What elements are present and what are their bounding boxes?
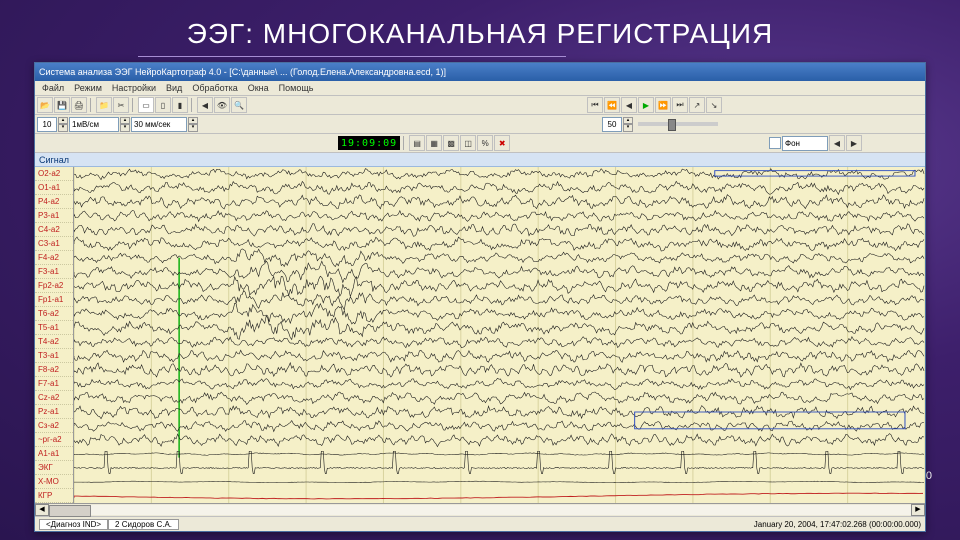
- amplitude-unit[interactable]: 1мВ/см: [69, 117, 119, 132]
- nav-down-icon[interactable]: ↘: [706, 97, 722, 113]
- slide-title: ЭЭГ: МНОГОКАНАЛЬНАЯ РЕГИСТРАЦИЯ: [0, 18, 960, 50]
- channel-label[interactable]: T5-a1: [35, 321, 73, 335]
- scroll-track[interactable]: [49, 505, 911, 515]
- channel-label[interactable]: O2-a2: [35, 167, 73, 181]
- scroll-left-icon[interactable]: ◀: [35, 504, 49, 516]
- channel-label[interactable]: F7-a1: [35, 377, 73, 391]
- nav-first-icon[interactable]: ⏮: [587, 97, 603, 113]
- channel-label[interactable]: Х-МО: [35, 475, 73, 489]
- menu-settings[interactable]: Настройки: [107, 83, 161, 93]
- nav-last-icon[interactable]: ⏭: [672, 97, 688, 113]
- filter-checkbox[interactable]: [769, 137, 781, 149]
- status-timestamp: January 20, 2004, 17:47:02.268 (00:00:00…: [754, 520, 921, 529]
- menu-bar: Файл Режим Настройки Вид Обработка Окна …: [35, 81, 925, 96]
- filter-label[interactable]: Фон: [782, 136, 828, 151]
- toolbar-main: 📂 💾 🖨 📁 ✂ ▭ ▯ ▮ ◀ 👁 🔍 ⏮ ⏪ ◀ ▶ ⏩ ⏭ ↗ ↘: [35, 96, 925, 115]
- channel-label[interactable]: Fp1-a1: [35, 293, 73, 307]
- amplitude-spinner[interactable]: ▴▾: [58, 117, 68, 132]
- nav-forward-icon[interactable]: ⏩: [655, 97, 671, 113]
- channel-label[interactable]: C4-a2: [35, 223, 73, 237]
- window-titlebar[interactable]: Система анализа ЭЭГ НейроКартограф 4.0 -…: [35, 63, 925, 81]
- amplitude-unit-spinner[interactable]: ▴▾: [120, 117, 130, 132]
- scroll-right-icon[interactable]: ▶: [911, 504, 925, 516]
- nav-up-icon[interactable]: ↗: [689, 97, 705, 113]
- waveform-area[interactable]: [74, 167, 925, 503]
- view-btn-5-icon[interactable]: %: [477, 135, 493, 151]
- menu-file[interactable]: Файл: [37, 83, 69, 93]
- channel-label[interactable]: T6-a2: [35, 307, 73, 321]
- menu-view[interactable]: Вид: [161, 83, 187, 93]
- filter-next-icon[interactable]: ▶: [846, 135, 862, 151]
- view-btn-2-icon[interactable]: ▦: [426, 135, 442, 151]
- channel-label[interactable]: F4-a2: [35, 251, 73, 265]
- status-tab-patient[interactable]: 2 Сидоров С.А.: [108, 519, 179, 530]
- toolbar-separator: [132, 98, 135, 112]
- open-icon[interactable]: 📂: [37, 97, 53, 113]
- channel-label-column: O2-a2O1-a1P4-a2P3-a1C4-a2C3-a1F4-a2F3-a1…: [35, 167, 74, 503]
- channel-label[interactable]: P3-a1: [35, 209, 73, 223]
- horizontal-scrollbar[interactable]: ◀ ▶: [35, 503, 925, 516]
- time-display: 19:09:09: [338, 136, 400, 150]
- filter-prev-icon[interactable]: ◀: [829, 135, 845, 151]
- eye-icon[interactable]: 👁: [214, 97, 230, 113]
- view-btn-1-icon[interactable]: ▤: [409, 135, 425, 151]
- channel-label[interactable]: F8-a2: [35, 363, 73, 377]
- title-underline: [138, 56, 566, 57]
- print-icon[interactable]: 🖨: [71, 97, 87, 113]
- slider-value[interactable]: 50: [602, 117, 622, 132]
- toolbar-separator: [90, 98, 93, 112]
- channel-label[interactable]: T4-a2: [35, 335, 73, 349]
- channel-label[interactable]: O1-a1: [35, 181, 73, 195]
- toolbar-scale: 10 ▴▾ 1мВ/см ▴▾ 30 мм/сек ▴▾ 50 ▴▾: [35, 115, 925, 134]
- nav-next-icon[interactable]: ▶: [638, 97, 654, 113]
- timebase-spinner[interactable]: ▴▾: [188, 117, 198, 132]
- view-btn-6-icon[interactable]: ✖: [494, 135, 510, 151]
- channel-label[interactable]: Pz-a1: [35, 405, 73, 419]
- region-tool-icon[interactable]: ▮: [172, 97, 188, 113]
- toolbar-separator: [403, 136, 406, 150]
- toolbar-separator: [191, 98, 194, 112]
- slider-spinner[interactable]: ▴▾: [623, 117, 633, 132]
- channel-label[interactable]: ~рг-a2: [35, 433, 73, 447]
- view-btn-4-icon[interactable]: ◫: [460, 135, 476, 151]
- channel-label[interactable]: A1-a1: [35, 447, 73, 461]
- folder-icon[interactable]: 📁: [96, 97, 112, 113]
- amplitude-value[interactable]: 10: [37, 117, 57, 132]
- eeg-app-window: Система анализа ЭЭГ НейроКартограф 4.0 -…: [34, 62, 926, 532]
- signal-panel-header: Сигнал: [35, 153, 925, 167]
- channel-label[interactable]: F3-a1: [35, 265, 73, 279]
- channel-label[interactable]: Cz-a2: [35, 391, 73, 405]
- nav-rewind-icon[interactable]: ⏪: [604, 97, 620, 113]
- menu-mode[interactable]: Режим: [69, 83, 107, 93]
- channel-label[interactable]: Сз-a2: [35, 419, 73, 433]
- menu-help[interactable]: Помощь: [274, 83, 319, 93]
- gain-slider[interactable]: [638, 122, 718, 126]
- timebase-field[interactable]: 30 мм/сек: [131, 117, 187, 132]
- channel-label[interactable]: P4-a2: [35, 195, 73, 209]
- eeg-display-area: O2-a2O1-a1P4-a2P3-a1C4-a2C3-a1F4-a2F3-a1…: [35, 167, 925, 503]
- channel-label[interactable]: КГР: [35, 489, 73, 503]
- select-tool-icon[interactable]: ▭: [138, 97, 154, 113]
- status-tabs: <Диагноз IND> 2 Сидоров С.А.: [39, 519, 179, 530]
- cut-icon[interactable]: ✂: [113, 97, 129, 113]
- signal-panel-label: Сигнал: [39, 155, 69, 165]
- toolbar-time: 19:09:09 ▤ ▦ ▩ ◫ % ✖ Фон ◀ ▶: [35, 134, 925, 153]
- arrow-left-icon[interactable]: ◀: [197, 97, 213, 113]
- nav-prev-icon[interactable]: ◀: [621, 97, 637, 113]
- zoom-icon[interactable]: 🔍: [231, 97, 247, 113]
- menu-windows[interactable]: Окна: [243, 83, 274, 93]
- marker-tool-icon[interactable]: ▯: [155, 97, 171, 113]
- status-tab-diagnosis[interactable]: <Диагноз IND>: [39, 519, 108, 530]
- window-title: Система анализа ЭЭГ НейроКартограф 4.0 -…: [39, 67, 446, 77]
- channel-label[interactable]: ЭКГ: [35, 461, 73, 475]
- channel-label[interactable]: C3-a1: [35, 237, 73, 251]
- menu-processing[interactable]: Обработка: [187, 83, 242, 93]
- scroll-thumb[interactable]: [49, 505, 91, 517]
- view-btn-3-icon[interactable]: ▩: [443, 135, 459, 151]
- channel-label[interactable]: T3-a1: [35, 349, 73, 363]
- save-icon[interactable]: 💾: [54, 97, 70, 113]
- status-bar: <Диагноз IND> 2 Сидоров С.А. January 20,…: [35, 516, 925, 531]
- channel-label[interactable]: Fp2-a2: [35, 279, 73, 293]
